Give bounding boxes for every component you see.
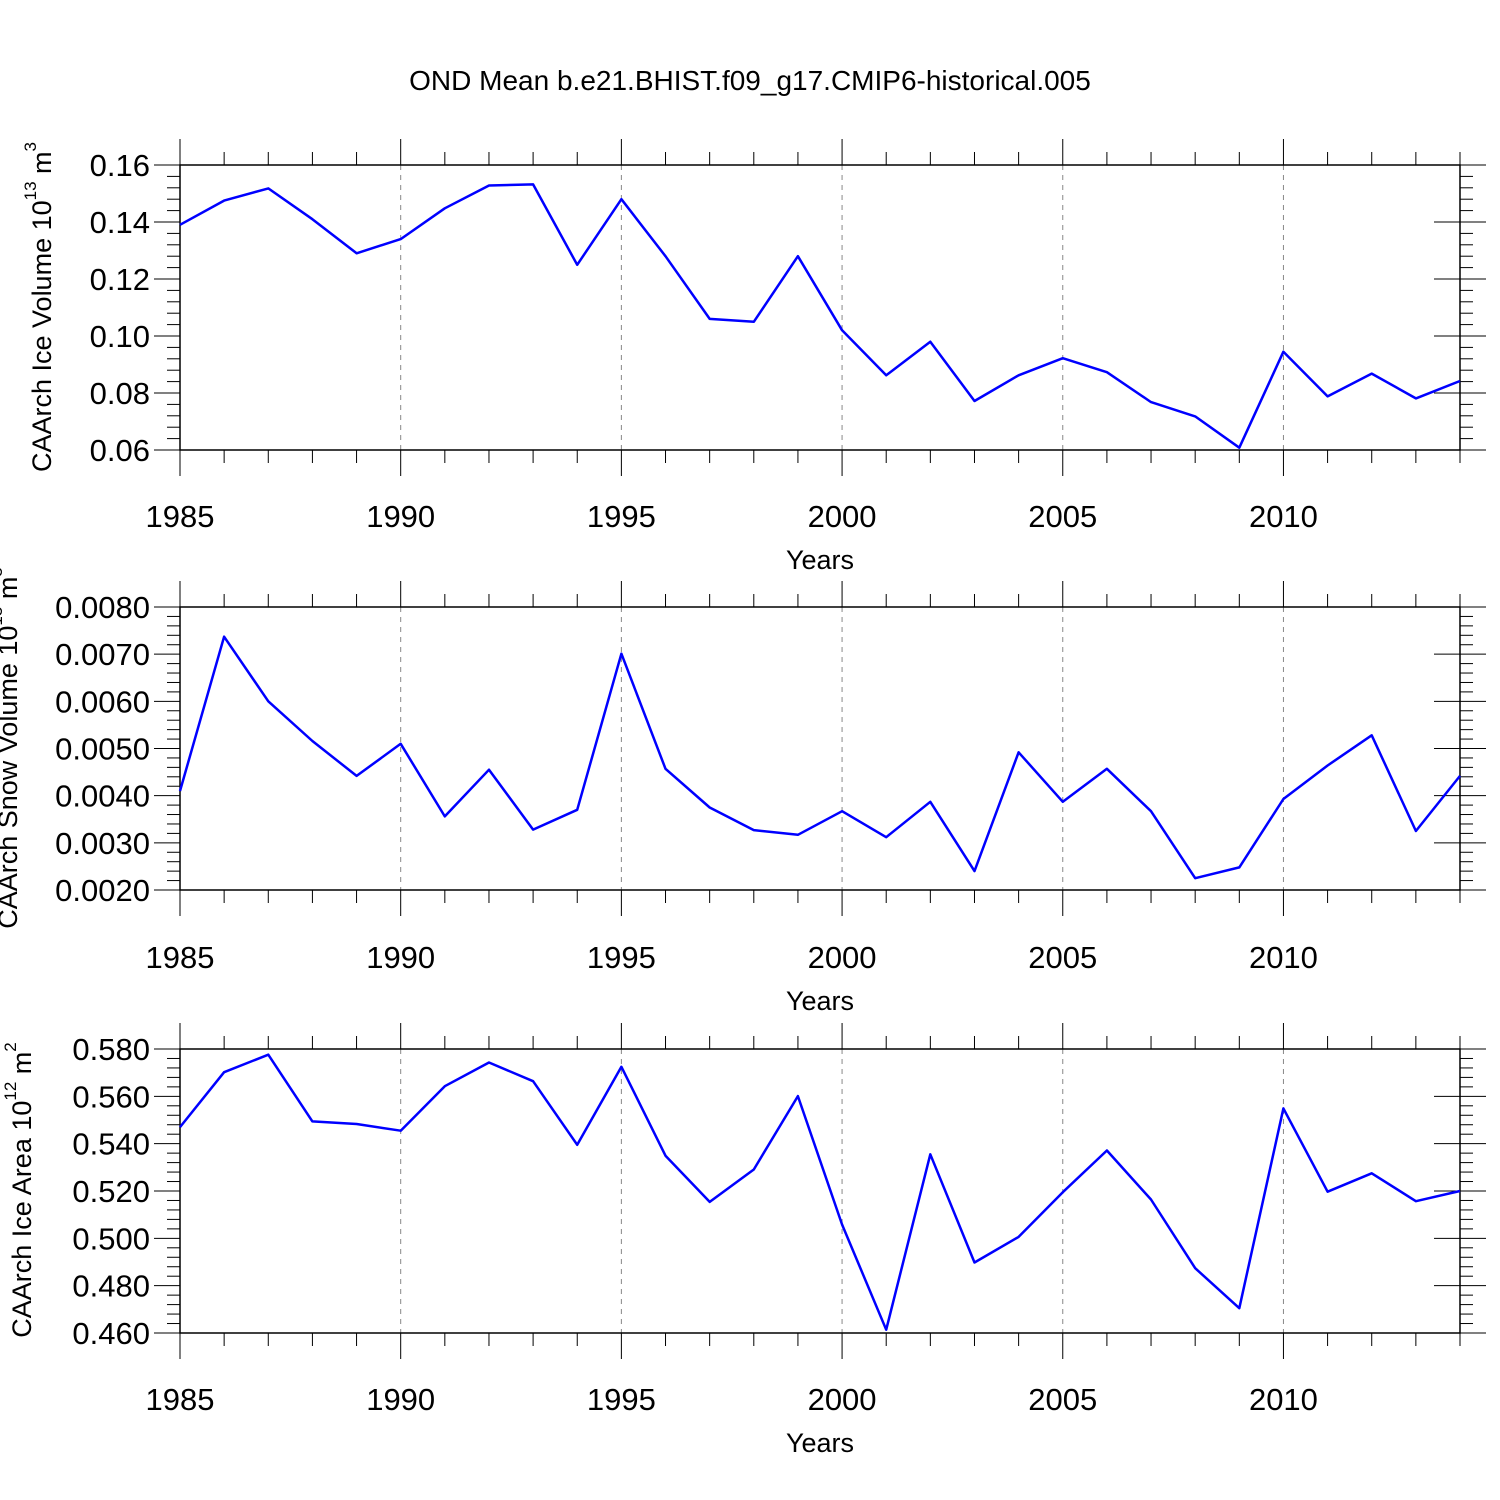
y-axis-label-superscript: 2 bbox=[1, 1042, 20, 1051]
y-axis-label-text: m bbox=[0, 577, 23, 607]
y-tick-label: 0.0060 bbox=[55, 684, 150, 719]
panels: 0.06 0.08 0.10 0.12 0.14 0.16 1985 1990 1995 2000… bbox=[0, 139, 1486, 1458]
x-tick-label: 1990 bbox=[366, 940, 435, 975]
y-tick-label: 0.520 bbox=[72, 1174, 150, 1209]
y-axis-label-superscript: 13 bbox=[21, 181, 40, 200]
x-tick-label: 1995 bbox=[587, 940, 656, 975]
panel-1: 0.06 0.08 0.10 0.12 0.14 0.16 1985 1990 1995 2000… bbox=[21, 139, 1486, 575]
x-tick-label: 1985 bbox=[146, 1382, 215, 1417]
y-tick-label: 0.14 bbox=[90, 205, 150, 240]
y-axis-label-text: CAArch Ice Area 10 bbox=[7, 1101, 37, 1338]
y-axis-label-superscript: 13 bbox=[0, 607, 6, 626]
plot-frame bbox=[179, 164, 1461, 451]
y-tick-label: 0.500 bbox=[72, 1221, 150, 1256]
plot-frame bbox=[179, 606, 1461, 891]
y-axis-label-text: CAArch Snow Volume 10 bbox=[0, 626, 23, 929]
x-axis-label: Years bbox=[786, 1428, 854, 1458]
x-tick-label: 1990 bbox=[366, 499, 435, 534]
x-tick-label: 1985 bbox=[146, 940, 215, 975]
series-line bbox=[178, 635, 1461, 880]
y-tick-label: 0.08 bbox=[90, 376, 150, 411]
plot-frame bbox=[179, 1048, 1461, 1334]
panel-2: 0.0020 0.0030 0.0040 0.0050 0.0060 0.0070 0.00… bbox=[0, 567, 1486, 1016]
y-tick-label: 0.540 bbox=[72, 1127, 150, 1162]
y-tick-label: 0.0040 bbox=[55, 779, 150, 814]
y-tick-label: 0.16 bbox=[90, 148, 150, 183]
y-axis-label: CAArch Ice Area 1012 m2 bbox=[1, 1042, 38, 1338]
y-axis-label-text: CAArch Ice Volume 10 bbox=[27, 200, 57, 472]
x-tick-label: 2000 bbox=[808, 499, 877, 534]
y-tick-label: 0.0020 bbox=[55, 873, 150, 908]
y-tick-label: 0.0070 bbox=[55, 637, 150, 672]
y-axis-label-text: m bbox=[27, 151, 57, 181]
series-line bbox=[179, 183, 1461, 449]
x-tick-label: 2000 bbox=[808, 1382, 877, 1417]
y-axis-label: CAArch Ice Volume 1013 m3 bbox=[21, 142, 58, 472]
x-tick-label: 2005 bbox=[1028, 499, 1097, 534]
x-tick-label: 2005 bbox=[1028, 1382, 1097, 1417]
y-tick-label: 0.0080 bbox=[55, 590, 150, 625]
y-tick-label: 0.480 bbox=[72, 1269, 150, 1304]
x-tick-label: 1995 bbox=[587, 499, 656, 534]
y-axis-label: CAArch Snow Volume 1013 m3 bbox=[0, 567, 23, 929]
y-tick-label: 0.560 bbox=[72, 1079, 150, 1114]
y-tick-label: 0.0050 bbox=[55, 732, 150, 767]
x-tick-label: 2010 bbox=[1249, 940, 1318, 975]
y-tick-label: 0.580 bbox=[72, 1032, 150, 1067]
y-axis-label-superscript: 12 bbox=[1, 1082, 20, 1101]
y-axis-label-superscript: 3 bbox=[21, 142, 40, 151]
x-tick-label: 2010 bbox=[1249, 1382, 1318, 1417]
y-tick-label: 0.12 bbox=[90, 262, 150, 297]
x-tick-label: 2000 bbox=[808, 940, 877, 975]
x-tick-label: 1995 bbox=[587, 1382, 656, 1417]
y-tick-label: 0.0030 bbox=[55, 826, 150, 861]
y-axis-label-text: m bbox=[7, 1052, 37, 1082]
x-tick-label: 1990 bbox=[366, 1382, 435, 1417]
series-line bbox=[179, 1053, 1461, 1331]
panel-3: 0.460 0.480 0.500 0.520 0.540 0.560 0.580 1985 1… bbox=[1, 1023, 1486, 1458]
y-tick-label: 0.10 bbox=[90, 319, 150, 354]
y-tick-label: 0.06 bbox=[90, 433, 150, 468]
y-axis-label-superscript: 3 bbox=[0, 567, 6, 576]
chart-title: OND Mean b.e21.BHIST.f09_g17.CMIP6-histo… bbox=[409, 65, 1091, 96]
x-tick-label: 2005 bbox=[1028, 940, 1097, 975]
x-axis-label: Years bbox=[786, 986, 854, 1016]
x-tick-label: 2010 bbox=[1249, 499, 1318, 534]
x-axis-label: Years bbox=[786, 545, 854, 575]
x-tick-label: 1985 bbox=[146, 499, 215, 534]
y-tick-label: 0.460 bbox=[72, 1316, 150, 1351]
